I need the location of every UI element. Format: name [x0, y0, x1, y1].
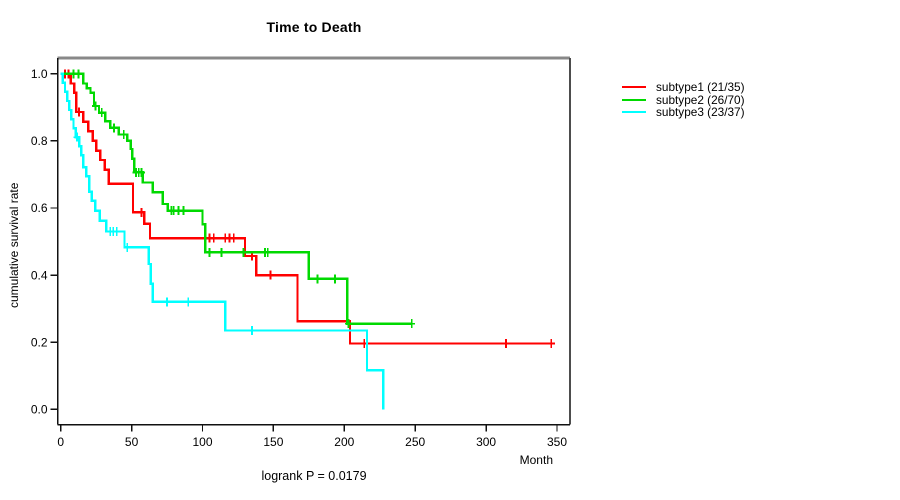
- y-tick-label: 0.8: [31, 134, 48, 148]
- chart-title: Time to Death: [266, 19, 362, 35]
- x-tick-label: 0: [57, 435, 64, 449]
- legend-swatch: [622, 110, 646, 113]
- x-tick-label: 150: [263, 435, 283, 449]
- legend-item-1: subtype1 (21/35): [622, 81, 745, 93]
- legend-item-label: subtype1 (21/35): [656, 80, 745, 95]
- survival-curve-3: [60, 72, 385, 410]
- legend-swatch: [622, 98, 646, 101]
- x-tick-label: 200: [334, 435, 354, 449]
- legend: subtype1 (21/35) subtype2 (26/70) subtype3…: [622, 81, 745, 118]
- y-tick-label: 1.0: [31, 67, 48, 81]
- legend-swatch: [622, 86, 646, 89]
- survival-curve-2: [60, 72, 412, 325]
- y-tick-label: 0.4: [31, 268, 48, 282]
- logrank-annotation: logrank P = 0.0179: [261, 469, 367, 483]
- x-tick-label: 300: [476, 435, 496, 449]
- y-tick-label: 0.2: [31, 335, 48, 349]
- legend-item-label: subtype2 (26/70): [656, 92, 745, 107]
- x-tick-label: 50: [125, 435, 139, 449]
- x-axis-label: Month: [519, 453, 553, 467]
- survival-curve-1: [60, 72, 552, 345]
- legend-item-2: subtype2 (26/70): [622, 92, 745, 107]
- y-tick-label: 0.0: [31, 403, 48, 417]
- x-tick-label: 350: [547, 435, 567, 449]
- legend-item-label: subtype3 (23/37): [656, 104, 745, 119]
- legend-item-3: subtype3 (23/37): [622, 106, 745, 118]
- y-tick-label: 0.6: [31, 201, 48, 215]
- x-tick-label: 250: [405, 435, 425, 449]
- x-tick-label: 100: [192, 435, 212, 449]
